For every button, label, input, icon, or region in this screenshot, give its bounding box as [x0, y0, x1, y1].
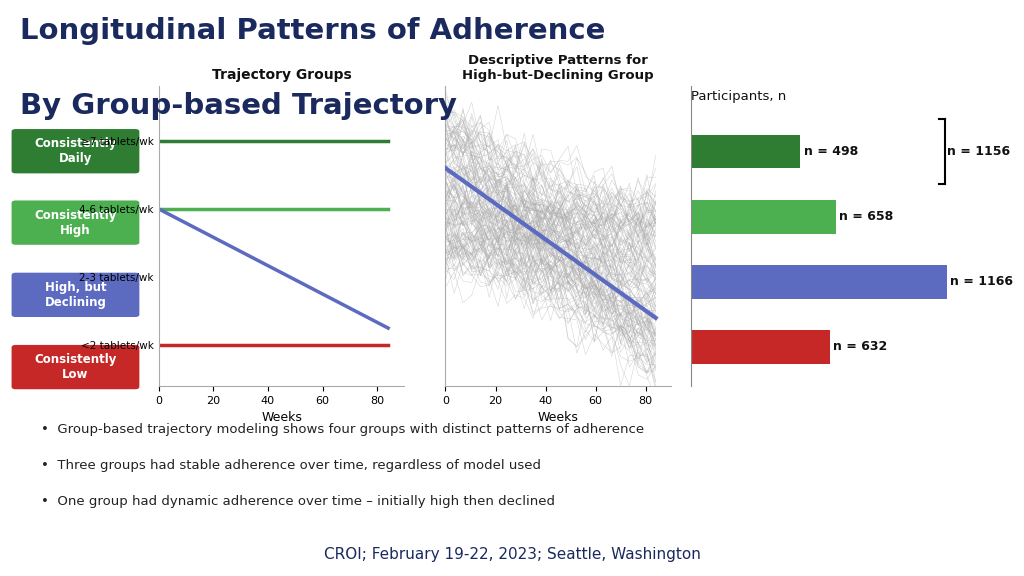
Text: n = 1156: n = 1156: [947, 145, 1010, 158]
Title: Descriptive Patterns for
High-but-Declining Group: Descriptive Patterns for High-but-Declin…: [462, 55, 654, 82]
FancyBboxPatch shape: [11, 345, 139, 389]
Text: By Group-based Trajectory: By Group-based Trajectory: [20, 92, 458, 120]
Bar: [691, 135, 801, 168]
Text: Consistently
Daily: Consistently Daily: [34, 137, 117, 165]
X-axis label: Weeks: Weeks: [538, 411, 579, 424]
Text: n = 658: n = 658: [839, 210, 893, 223]
Text: •  Three groups had stable adherence over time, regardless of model used: • Three groups had stable adherence over…: [41, 459, 541, 472]
Text: Longitudinal Patterns of Adherence: Longitudinal Patterns of Adherence: [20, 17, 606, 46]
Text: n = 498: n = 498: [804, 145, 858, 158]
Text: •  Group-based trajectory modeling shows four groups with distinct patterns of a: • Group-based trajectory modeling shows …: [41, 423, 644, 437]
Text: Consistently
Low: Consistently Low: [34, 353, 117, 381]
Title: Trajectory Groups: Trajectory Groups: [212, 69, 351, 82]
Bar: [691, 330, 829, 364]
Text: Participants, n: Participants, n: [691, 90, 786, 103]
FancyBboxPatch shape: [11, 200, 139, 245]
X-axis label: Weeks: Weeks: [261, 411, 302, 424]
Text: Consistently
High: Consistently High: [34, 209, 117, 237]
FancyBboxPatch shape: [11, 129, 139, 173]
FancyBboxPatch shape: [11, 272, 139, 317]
Text: •  One group had dynamic adherence over time – initially high then declined: • One group had dynamic adherence over t…: [41, 495, 555, 508]
Text: n = 1166: n = 1166: [950, 275, 1014, 288]
Bar: [691, 265, 947, 299]
Text: CROI; February 19-22, 2023; Seattle, Washington: CROI; February 19-22, 2023; Seattle, Was…: [324, 547, 700, 562]
Text: n = 632: n = 632: [834, 340, 888, 353]
Bar: [691, 200, 836, 233]
Text: High, but
Declining: High, but Declining: [44, 281, 106, 309]
